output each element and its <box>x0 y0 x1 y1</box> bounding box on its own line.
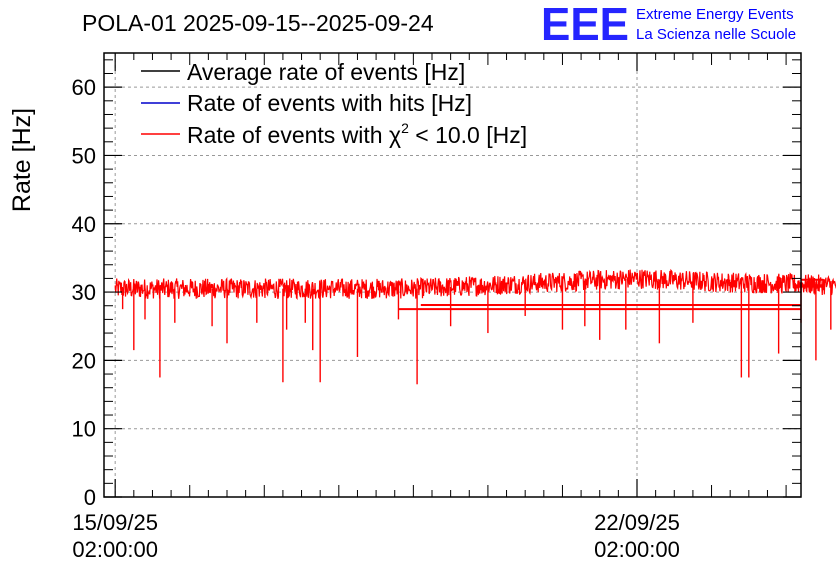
legend-chi2-suffix: < 10.0 [Hz] <box>409 122 527 148</box>
eee-logo: EEE Extreme Energy Events La Scienza nel… <box>541 0 796 50</box>
chart-title: POLA-01 2025-09-15--2025-09-24 <box>82 10 434 36</box>
y-tick-label-60: 60 <box>72 75 96 100</box>
y-tick-label-40: 40 <box>72 212 96 237</box>
x-tick-label-date-1: 22/09/25 <box>594 510 680 535</box>
x-tick-label-time-1: 02:00:00 <box>594 537 680 562</box>
legend: Average rate of events [Hz] Rate of even… <box>141 59 527 148</box>
eee-logo-line2: La Scienza nelle Scuole <box>636 26 796 43</box>
plot-frame <box>103 52 802 498</box>
y-tick-label-0: 0 <box>84 485 96 510</box>
legend-chi2-prefix: Rate of events with <box>187 122 389 148</box>
legend-label-hits: Rate of events with hits [Hz] <box>187 90 472 116</box>
eee-logo-mark: EEE <box>541 0 629 50</box>
y-tick-label-10: 10 <box>72 417 96 442</box>
y-tick-label-20: 20 <box>72 348 96 373</box>
y-axis-label: Rate [Hz] <box>8 108 36 212</box>
eee-logo-line1: Extreme Energy Events <box>636 6 794 23</box>
data-layer <box>114 268 836 385</box>
y-tick-label-50: 50 <box>72 143 96 168</box>
legend-label-chi2: Rate of events with χ2 < 10.0 [Hz] <box>187 120 527 148</box>
axes: 010203040506015/09/2502:00:0022/09/2502:… <box>72 53 801 562</box>
legend-label-average: Average rate of events [Hz] <box>187 59 465 85</box>
legend-chi2-symbol: χ <box>389 122 401 148</box>
y-tick-label-30: 30 <box>72 280 96 305</box>
x-tick-label-time-0: 02:00:00 <box>72 537 158 562</box>
legend-chi2-sup: 2 <box>401 120 409 136</box>
x-tick-label-date-0: 15/09/25 <box>72 510 158 535</box>
chi2-rate-trace <box>114 268 836 301</box>
